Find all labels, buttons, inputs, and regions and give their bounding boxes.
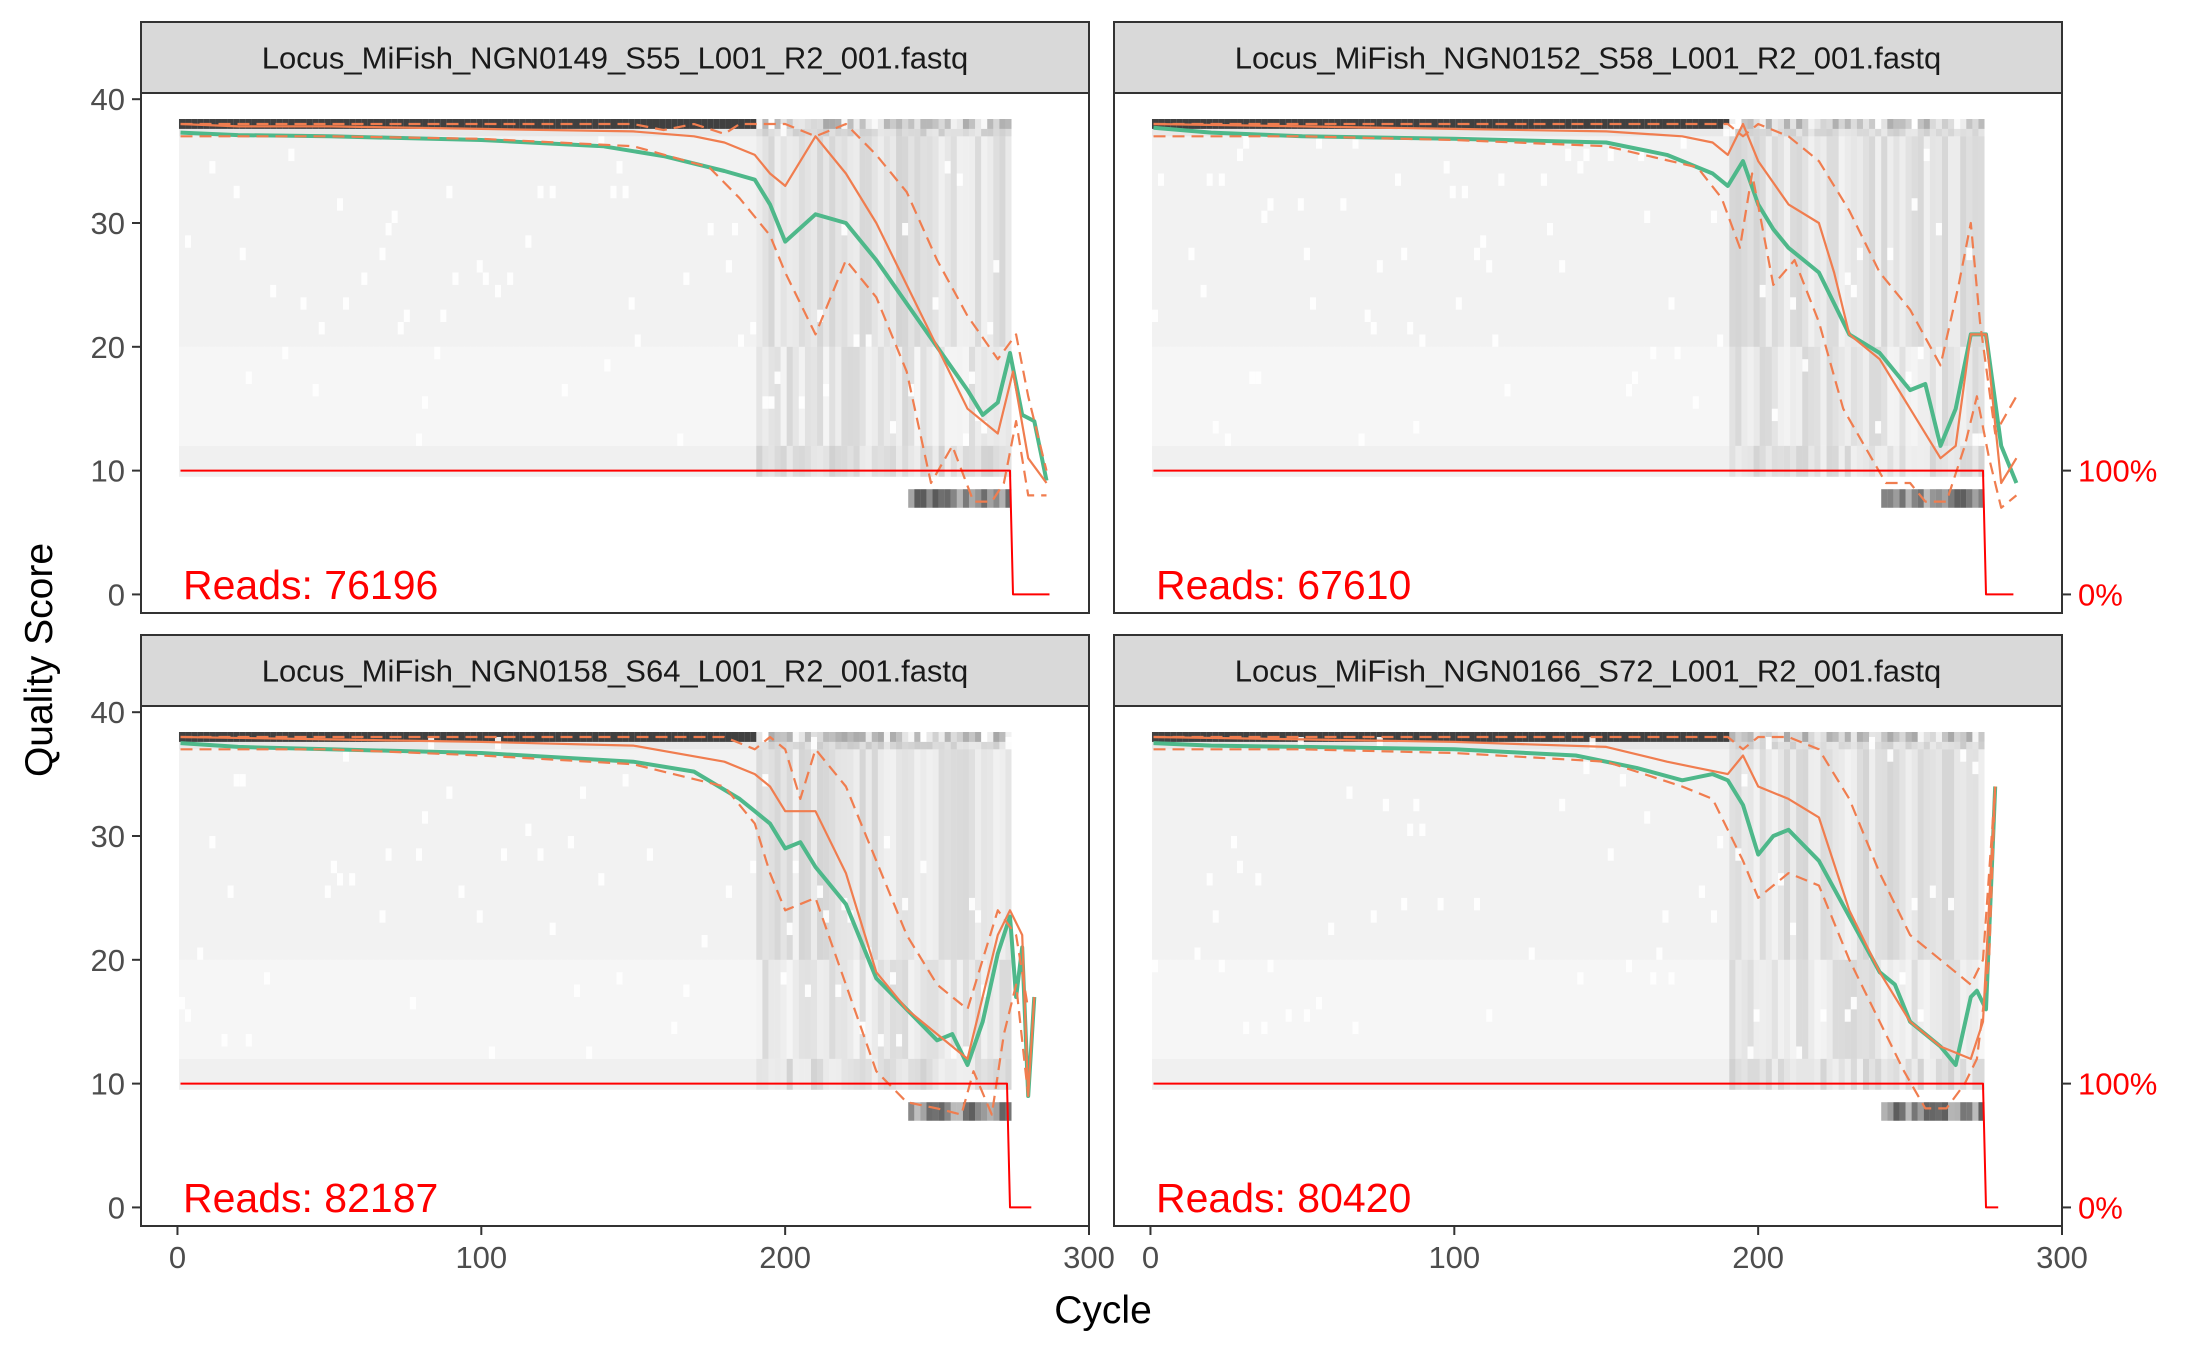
right-tick-label: 100% bbox=[2078, 1067, 2157, 1102]
mean-quality-line bbox=[1153, 125, 2019, 484]
y-tick-label: 40 bbox=[91, 695, 125, 730]
facet-strip-title: Locus_MiFish_NGN0149_S55_L001_R2_001.fas… bbox=[262, 41, 969, 76]
read-fraction-line bbox=[180, 1082, 1032, 1209]
y-tick-label: 20 bbox=[91, 330, 125, 365]
facet-panel: Locus_MiFish_NGN0158_S64_L001_R2_001.fas… bbox=[91, 634, 1115, 1275]
x-tick-label: 300 bbox=[2036, 1240, 2088, 1275]
read-fraction-line bbox=[1153, 1082, 1999, 1209]
x-tick-label: 300 bbox=[1063, 1240, 1115, 1275]
quality-heatmap bbox=[1151, 119, 1985, 508]
quantile-75-line bbox=[180, 735, 1030, 1011]
x-axis-title: Cycle bbox=[1054, 1289, 1152, 1332]
y-tick-label: 30 bbox=[91, 206, 125, 241]
quantile-25-line bbox=[180, 748, 1030, 1116]
x-tick-label: 0 bbox=[169, 1240, 186, 1275]
facet-panel: Locus_MiFish_NGN0166_S72_L001_R2_001.fas… bbox=[1113, 634, 2157, 1275]
y-tick-label: 0 bbox=[108, 577, 125, 612]
panel-border bbox=[1113, 92, 2063, 614]
quantile-75-line bbox=[1153, 122, 2018, 435]
quality-heatmap bbox=[1151, 732, 1985, 1121]
y-tick-label: 30 bbox=[91, 819, 125, 854]
y-tick-label: 0 bbox=[108, 1190, 125, 1225]
quantile-25-line bbox=[1153, 135, 2018, 509]
right-tick-label: 100% bbox=[2078, 454, 2157, 489]
panel-border bbox=[140, 92, 1090, 614]
right-tick-label: 0% bbox=[2078, 1190, 2123, 1225]
reads-count-label: Reads: 80420 bbox=[1156, 1175, 1411, 1221]
x-tick-label: 100 bbox=[1428, 1240, 1480, 1275]
panel-background bbox=[1114, 93, 2062, 613]
y-tick-label: 20 bbox=[91, 943, 125, 978]
mean-quality-line bbox=[180, 741, 1037, 1098]
mean-quality-line bbox=[180, 130, 1049, 481]
median-quality-line bbox=[1153, 122, 2018, 485]
facet-strip bbox=[140, 21, 1090, 94]
right-tick-label: 0% bbox=[2078, 577, 2123, 612]
read-fraction-line bbox=[1153, 469, 2014, 596]
y-tick-label: 10 bbox=[91, 1067, 125, 1102]
y-axis-title: Quality Score bbox=[18, 543, 61, 777]
y-tick-label: 10 bbox=[91, 454, 125, 489]
facet-strip bbox=[140, 634, 1090, 707]
facet-panel: Locus_MiFish_NGN0149_S55_L001_R2_001.fas… bbox=[91, 21, 1090, 614]
median-quality-line bbox=[180, 735, 1036, 1098]
facet-strip-title: Locus_MiFish_NGN0158_S64_L001_R2_001.fas… bbox=[262, 654, 969, 689]
quantile-25-line bbox=[1153, 748, 1997, 1110]
read-fraction-line bbox=[180, 469, 1050, 596]
mean-quality-line bbox=[1153, 741, 1998, 1067]
reads-count-label: Reads: 82187 bbox=[183, 1175, 438, 1221]
x-tick-label: 200 bbox=[759, 1240, 811, 1275]
quality-heatmap bbox=[178, 732, 1012, 1121]
facet-strip-title: Locus_MiFish_NGN0166_S72_L001_R2_001.fas… bbox=[1235, 654, 1942, 689]
reads-count-label: Reads: 67610 bbox=[1156, 562, 1411, 608]
facet-strip bbox=[1113, 21, 2063, 94]
x-tick-label: 200 bbox=[1732, 1240, 1784, 1275]
facet-strip-title: Locus_MiFish_NGN0152_S58_L001_R2_001.fas… bbox=[1235, 41, 1942, 76]
x-tick-label: 0 bbox=[1142, 1240, 1159, 1275]
panel-background bbox=[141, 706, 1089, 1226]
x-tick-label: 100 bbox=[455, 1240, 507, 1275]
quality-heatmap bbox=[178, 119, 1012, 508]
panel-background bbox=[141, 93, 1089, 613]
reads-count-label: Reads: 76196 bbox=[183, 562, 438, 608]
quantile-75-line bbox=[180, 122, 1048, 471]
panel-border bbox=[1113, 705, 2063, 1227]
median-quality-line bbox=[1153, 735, 1997, 1060]
facet-strip bbox=[1113, 634, 2063, 707]
y-tick-label: 40 bbox=[91, 82, 125, 117]
quantile-75-line bbox=[1153, 735, 1997, 986]
quantile-25-line bbox=[180, 135, 1047, 503]
panel-border bbox=[140, 705, 1090, 1227]
median-quality-line bbox=[180, 122, 1048, 484]
facet-panel: Locus_MiFish_NGN0152_S58_L001_R2_001.fas… bbox=[1113, 21, 2157, 614]
